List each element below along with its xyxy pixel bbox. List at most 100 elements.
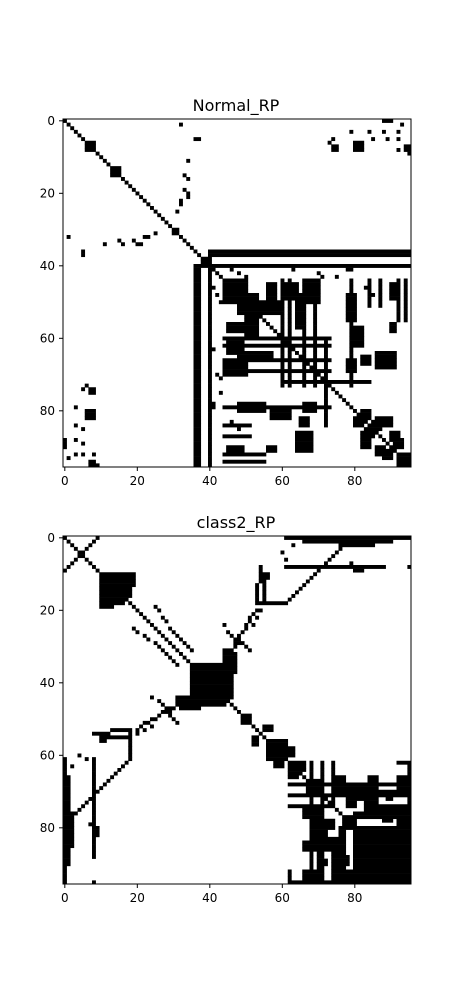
heatmap-cells xyxy=(63,536,411,884)
heatmap-cell xyxy=(237,303,285,308)
heatmap-cell xyxy=(92,539,96,544)
heatmap-cell xyxy=(316,568,321,573)
heatmap-cell xyxy=(193,376,202,381)
heatmap-cell xyxy=(324,387,328,392)
heatmap-cell xyxy=(63,778,71,783)
heatmap-cell xyxy=(287,307,292,312)
heatmap-cell xyxy=(396,318,401,323)
heatmap-cell xyxy=(353,865,411,870)
heatmap-cell xyxy=(208,271,212,276)
heatmap-cell xyxy=(353,840,411,845)
heatmap-cell xyxy=(251,735,260,740)
plot-frame xyxy=(62,535,412,885)
heatmap-cell xyxy=(378,282,383,287)
heatmap-cell xyxy=(280,365,285,370)
heatmap-cell xyxy=(302,365,307,370)
heatmap-cell xyxy=(295,300,321,305)
heatmap-cell xyxy=(403,303,408,308)
heatmap-cell xyxy=(324,401,328,406)
heatmap-cell xyxy=(63,757,67,762)
heatmap-cell xyxy=(353,811,411,816)
chart-title: class2_RP xyxy=(197,513,276,533)
heatmap-cell xyxy=(193,463,202,467)
heatmap-cell xyxy=(193,438,202,442)
heatmap-cell xyxy=(331,771,336,776)
heatmap-cell xyxy=(313,572,318,577)
heatmap-cell xyxy=(128,757,133,762)
heatmap-cell xyxy=(320,376,328,381)
heatmap-cell xyxy=(222,293,260,297)
heatmap-cell xyxy=(208,383,212,388)
heatmap-cell xyxy=(396,129,401,134)
heatmap-cell xyxy=(222,623,227,627)
heatmap-cell xyxy=(193,361,202,366)
heatmap-cell xyxy=(63,445,67,450)
heatmap-cell xyxy=(338,394,343,399)
heatmap-cell xyxy=(160,216,165,221)
heatmap-cell xyxy=(309,836,347,841)
heatmap-cell xyxy=(222,459,267,464)
heatmap-cell xyxy=(262,590,267,595)
heatmap-cell xyxy=(324,394,328,399)
heatmap-cell xyxy=(142,615,147,620)
heatmap-cell xyxy=(237,633,241,638)
heatmap-cell xyxy=(295,311,307,316)
heatmap-cell xyxy=(251,742,260,747)
heatmap-cell xyxy=(193,278,202,283)
heatmap-cell xyxy=(349,325,365,330)
x-tick-label: 40 xyxy=(202,891,217,905)
heatmap-cell xyxy=(150,695,154,700)
heatmap-cell xyxy=(92,764,96,769)
heatmap-cell xyxy=(353,836,411,841)
heatmap-cell xyxy=(160,702,165,707)
heatmap-cell xyxy=(309,365,318,370)
x-tick-label: 20 xyxy=(130,474,145,488)
heatmap-cell xyxy=(324,361,328,366)
heatmap-cell xyxy=(208,278,212,283)
heatmap-cell xyxy=(175,699,231,704)
heatmap-cell xyxy=(193,369,202,374)
heatmap-cell xyxy=(353,148,365,152)
heatmap-cell xyxy=(316,865,325,870)
heatmap-cell xyxy=(345,303,357,308)
heatmap-cell xyxy=(63,840,75,845)
heatmap-cell xyxy=(63,829,75,834)
heatmap-cell xyxy=(193,347,202,352)
heatmap-cell xyxy=(73,423,78,428)
heatmap-cell xyxy=(287,354,292,359)
heatmap-cell xyxy=(244,623,249,627)
heatmap-cell xyxy=(63,826,75,830)
heatmap-cell xyxy=(63,836,75,841)
heatmap-cell xyxy=(396,786,411,791)
heatmap-cell xyxy=(309,760,314,765)
heatmap-cell xyxy=(193,314,202,319)
heatmap-cell xyxy=(302,376,307,381)
heatmap-cell xyxy=(360,354,372,359)
heatmap-cell xyxy=(291,267,296,272)
heatmap-cell xyxy=(255,597,260,602)
heatmap-cell xyxy=(349,347,354,352)
heatmap-cell xyxy=(208,318,212,323)
heatmap-cell xyxy=(280,354,285,359)
heatmap-cell xyxy=(63,568,67,573)
heatmap-cell xyxy=(313,307,318,312)
heatmap-cell xyxy=(324,383,332,388)
heatmap-cell xyxy=(400,122,405,127)
heatmap-cell xyxy=(63,873,67,878)
heatmap-cell xyxy=(179,198,183,203)
heatmap-cell xyxy=(92,782,96,787)
heatmap-cell xyxy=(273,764,285,769)
y-tick-label: 80 xyxy=(40,404,55,418)
heatmap-cell xyxy=(262,724,274,729)
heatmap-cell xyxy=(102,242,107,247)
heatmap-cell xyxy=(349,354,354,359)
heatmap-cell xyxy=(63,822,75,827)
heatmap-cell xyxy=(70,561,75,566)
heatmap-cell xyxy=(353,409,357,413)
heatmap-cell xyxy=(193,409,202,413)
heatmap-cell xyxy=(208,456,212,461)
heatmap-cell xyxy=(360,434,376,439)
heatmap-cell xyxy=(367,778,379,783)
heatmap-cell xyxy=(92,793,96,798)
heatmap-cell xyxy=(175,633,180,638)
